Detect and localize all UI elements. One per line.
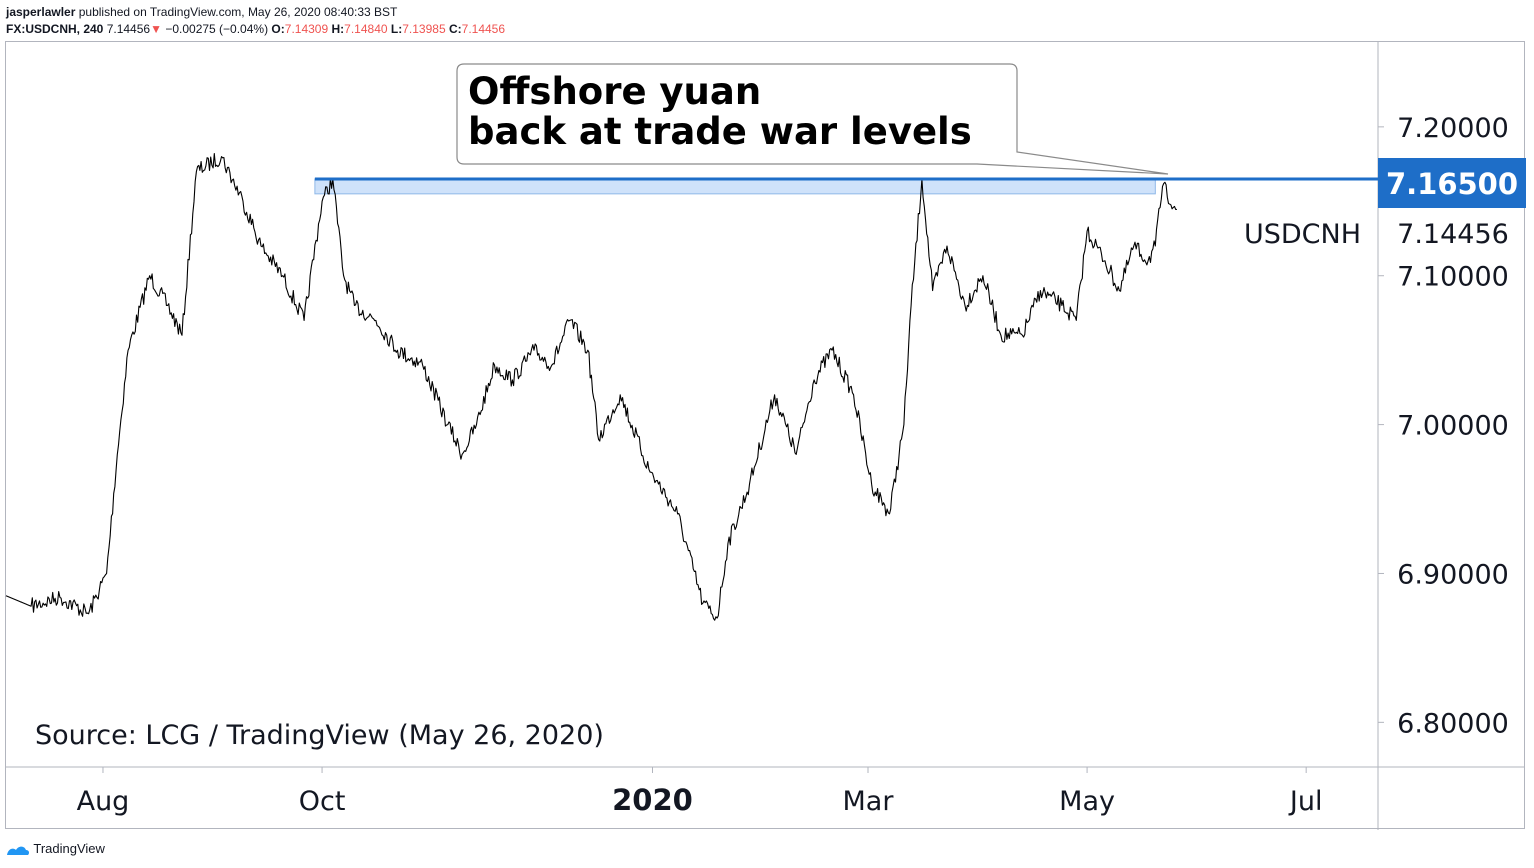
annotation-line1: Offshore yuan — [468, 70, 761, 113]
footer: TradingView — [6, 841, 105, 856]
x-tick-label: Oct — [299, 786, 346, 817]
close-label: C: — [448, 22, 462, 36]
annotation-line2: back at trade war levels — [468, 110, 972, 153]
annotation-callout — [456, 63, 1169, 175]
publish-info: jasperlawler published on TradingView.co… — [6, 5, 397, 19]
y-tick-label: 6.80000 — [1397, 708, 1509, 739]
y-tick-label: 7.20000 — [1397, 113, 1509, 144]
high-label: H: — [331, 22, 345, 36]
price-line — [5, 152, 1177, 621]
symbol-label: FX:USDCNH, 240 — [6, 22, 104, 36]
last-value: 7.14456 — [106, 22, 151, 36]
price-axis[interactable]: 7.20000 7.10000 7.00000 6.90000 6.80000 — [1378, 113, 1509, 739]
series-name-label: USDCNH — [1244, 219, 1361, 250]
high-value: 7.14840 — [344, 22, 388, 36]
x-tick-label: Mar — [843, 786, 895, 817]
resistance-price-label: 7.16500 — [1386, 167, 1518, 201]
y-tick-label: 7.00000 — [1397, 411, 1509, 442]
tradingview-brand[interactable]: TradingView — [33, 841, 105, 856]
down-arrow-icon: ▼ — [150, 22, 162, 36]
time-axis[interactable]: Aug Oct 2020 Mar May Jul — [77, 767, 1323, 817]
x-tick-label: 2020 — [612, 783, 693, 817]
x-tick-label: Jul — [1288, 786, 1323, 817]
resistance-zone — [314, 178, 1156, 195]
close-value: 7.14456 — [461, 22, 506, 36]
resistance-price-badge — [1378, 158, 1526, 208]
low-value: 7.13985 — [402, 22, 446, 36]
tradingview-logo-icon[interactable] — [6, 844, 30, 856]
open-value: 7.14309 — [284, 22, 329, 36]
low-label: L: — [390, 22, 403, 36]
open-label: O: — [271, 22, 285, 36]
publisher-name[interactable]: jasperlawler — [6, 5, 76, 19]
ohlc-legend: FX:USDCNH, 240 7.14456▼ −0.00275 (−0.04%… — [6, 22, 505, 36]
y-tick-label: 7.10000 — [1397, 262, 1509, 293]
y-tick-label: 6.90000 — [1397, 559, 1509, 590]
source-note: Source: LCG / TradingView (May 26, 2020) — [35, 720, 604, 751]
published-text: published on TradingView.com, May 26, 20… — [78, 5, 398, 19]
last-price-label: 7.14456 — [1397, 219, 1509, 250]
chart-frame — [5, 41, 1525, 829]
change-value: −0.00275 (−0.04%) — [165, 22, 269, 36]
x-tick-label: Aug — [77, 786, 130, 817]
x-tick-label: May — [1059, 786, 1115, 817]
price-series — [5, 152, 1177, 621]
